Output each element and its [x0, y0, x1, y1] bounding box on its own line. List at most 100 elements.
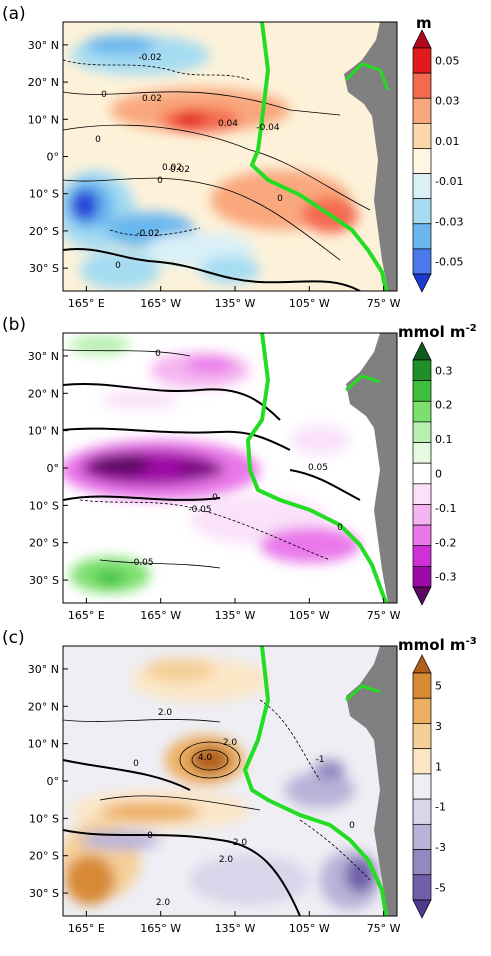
colorbar-bottom-arrow: [412, 899, 432, 919]
colorbar-unit-exponent: -2: [466, 323, 477, 334]
panel-a: [62, 21, 398, 292]
axes-and-labels: (a) 30° N 20° N 10° N 0° 10° S 20° S 30° S 165° …: [2, 4, 477, 935]
colorbar-swatch: [412, 874, 432, 901]
y-tick-label: 10° N: [28, 425, 59, 438]
contour-label: 4.0: [198, 753, 213, 763]
y-tick-label: 10° S: [29, 188, 59, 201]
contour-label: -0.05: [188, 505, 211, 515]
panel-1-annotations: (b) 30° N 20° N 10° N 0° 10° S 20° S 30° S 165° …: [2, 315, 477, 622]
y-tick-label: 20° N: [28, 700, 59, 713]
colorbar-swatch: [412, 483, 432, 505]
panel-c-field: [63, 658, 380, 910]
colorbar-tick-label: 0.2: [435, 399, 453, 412]
colorbar-tick-label: 0.01: [435, 135, 460, 148]
contour-label: 2.0: [223, 738, 238, 748]
colorbar-swatch: [412, 524, 432, 547]
panel-label: (a): [2, 4, 26, 24]
y-tick-label: 10° N: [28, 113, 59, 126]
x-tick-label: 165° W: [140, 922, 181, 935]
panel-c-contours: [63, 699, 371, 881]
colorbar-swatch: [412, 773, 432, 800]
colorbar-tick-label: 0.1: [435, 433, 453, 446]
colorbar-tick-label: -0.05: [435, 255, 463, 268]
colorbar-swatch: [412, 173, 432, 200]
y-tick-label: 0°: [47, 775, 60, 788]
colorbar-swatch: [412, 823, 432, 850]
contour-label: -1: [316, 755, 325, 765]
colorbar-swatch: [412, 122, 432, 149]
contour-label: 0: [212, 493, 218, 503]
colorbar-swatch: [412, 672, 432, 699]
colorbar-swatch: [412, 248, 432, 275]
colorbar-swatch: [412, 223, 432, 250]
colorbar-tick-label: 0: [435, 468, 442, 481]
y-tick-label: 20° N: [28, 387, 59, 400]
panel-2-annotations: (c) 30° N 20° N 10° N 0° 10° S 20° S 30° S 165° …: [2, 628, 477, 935]
colorbar-swatch: [412, 359, 432, 381]
x-tick-label: 165° E: [68, 609, 105, 622]
panel-label: (c): [2, 628, 25, 648]
y-tick-label: 30° S: [29, 574, 59, 587]
y-tick-label: 0°: [47, 462, 60, 475]
x-tick-label: 105° W: [289, 922, 330, 935]
colorbar-swatch: [412, 400, 432, 423]
colorbar-unit: mmol m-3: [398, 636, 477, 654]
panel-a-contours: [63, 59, 371, 261]
colorbar-swatch: [412, 748, 432, 775]
y-tick-label: 20° S: [29, 850, 59, 863]
panel-b-zero-contour: [63, 382, 361, 501]
contour-label: 0: [115, 261, 121, 271]
contour-label: 2.0: [219, 855, 234, 865]
panel-b-field: [63, 335, 360, 593]
x-tick-label: 165° E: [68, 297, 105, 310]
colorbar-swatch: [412, 723, 432, 750]
colorbar: 5 3 1 -1 -3 -5: [412, 654, 446, 919]
colorbar-tick-label: -0.3: [435, 571, 456, 584]
x-tick-label: 75° W: [367, 922, 401, 935]
contour-label: 0.02: [142, 94, 162, 104]
y-tick-label: 10° S: [29, 812, 59, 825]
contour-label: 0: [155, 349, 161, 359]
colorbar-tick-label: -5: [435, 881, 446, 894]
colorbar-unit-exponent: -3: [466, 636, 477, 647]
panel-b-contours: [63, 349, 331, 569]
contour-label: 0: [101, 90, 107, 100]
colorbar-swatch: [412, 849, 432, 876]
panel-label: (b): [2, 315, 26, 335]
colorbar-tick-label: -0.01: [435, 175, 463, 188]
colorbar-tick-label: -0.1: [435, 502, 456, 515]
colorbar-unit: m: [416, 14, 432, 32]
land-mask: [272, 22, 397, 291]
colorbar: 0.3 0.2 0.1 0 -0.1 -0.2 -0.3: [412, 341, 456, 606]
colorbar-tick-label: -3: [435, 841, 446, 854]
colorbar-swatch: [412, 97, 432, 124]
colorbar-top-arrow: [412, 29, 432, 49]
x-tick-label: 135° W: [215, 609, 256, 622]
contour-label: 0: [147, 831, 153, 841]
y-tick-label: 30° N: [28, 663, 59, 676]
x-tick-label: 105° W: [289, 609, 330, 622]
colorbar-bottom-arrow: [412, 273, 432, 293]
x-tick-label: 165° W: [140, 297, 181, 310]
contour-label: -0.02: [138, 53, 161, 63]
contour-label: 2.0: [233, 838, 248, 848]
contour-label: -0.02: [136, 229, 159, 239]
contour-label: 2.0: [156, 898, 171, 908]
x-tick-label: 75° W: [367, 609, 401, 622]
colorbar-swatch: [412, 697, 432, 724]
colorbar-tick-label: 1: [435, 760, 442, 773]
boundary-line: [242, 646, 388, 916]
contour-label: 0.02: [170, 165, 190, 175]
boundary-line: [245, 333, 388, 603]
contour-label: 0: [157, 176, 163, 186]
colorbar-unit: mmol m-2: [398, 323, 477, 341]
contour-label: 0.05: [308, 463, 328, 473]
colorbar-tick-label: 3: [435, 720, 442, 733]
colorbar-top-arrow: [412, 654, 432, 674]
contour-label: 2.0: [158, 708, 173, 718]
y-tick-label: 30° N: [28, 350, 59, 363]
x-tick-label: 165° W: [140, 609, 181, 622]
y-tick-label: 30° N: [28, 39, 59, 52]
colorbar-swatch: [412, 421, 432, 443]
